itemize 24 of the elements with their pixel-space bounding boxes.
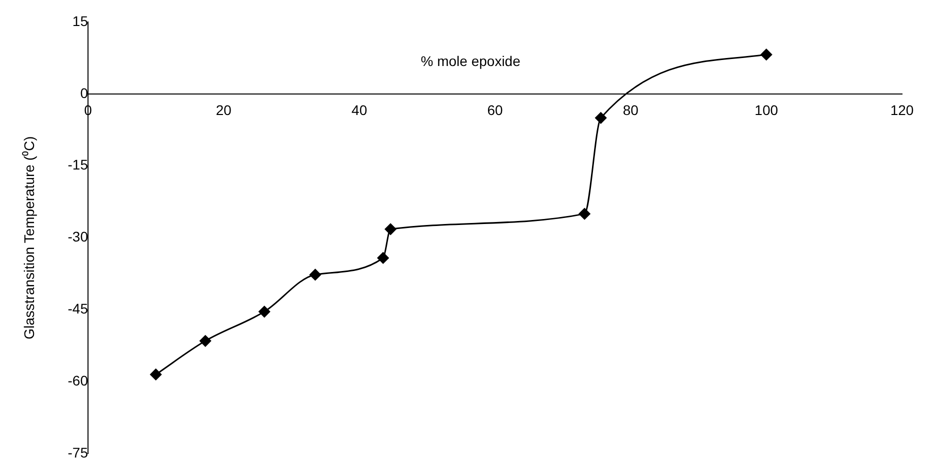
y-axis-title: Glasstransition Temperature (⁰C) bbox=[20, 136, 37, 340]
point bbox=[150, 368, 162, 380]
point bbox=[258, 306, 270, 318]
y-tick-label: -75 bbox=[68, 444, 88, 460]
x-tick-label: 120 bbox=[890, 102, 914, 118]
y-tick-label: -45 bbox=[68, 300, 88, 317]
y-tick-label: -15 bbox=[68, 156, 88, 173]
point bbox=[377, 252, 389, 264]
x-tick-label: 40 bbox=[352, 102, 368, 118]
point bbox=[578, 208, 590, 220]
x-tick-label: 60 bbox=[487, 102, 503, 118]
point bbox=[384, 223, 396, 235]
point bbox=[309, 268, 321, 280]
y-tick-label: -30 bbox=[68, 228, 88, 245]
x-tick-label: 20 bbox=[216, 102, 232, 118]
point bbox=[760, 48, 772, 60]
point bbox=[595, 112, 607, 124]
y-tick-label: -60 bbox=[68, 372, 88, 389]
y-tick-label: 0 bbox=[80, 84, 88, 101]
x-axis-title: % mole epoxide bbox=[420, 52, 521, 69]
x-tick-label: 100 bbox=[754, 102, 778, 118]
point bbox=[200, 335, 212, 347]
y-tick-label: 15 bbox=[72, 12, 88, 29]
x-tick-label: 80 bbox=[622, 102, 639, 118]
